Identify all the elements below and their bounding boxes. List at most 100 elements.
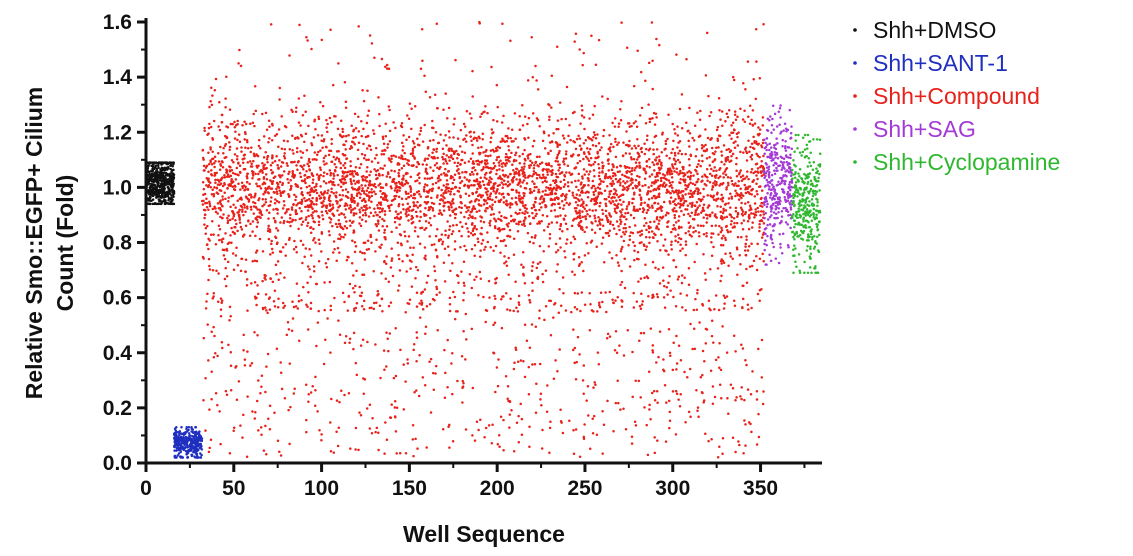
data-point [594, 209, 598, 212]
data-point [372, 301, 376, 305]
data-point [521, 201, 524, 205]
data-point [245, 205, 249, 208]
data-point [565, 242, 568, 245]
data-point [411, 149, 415, 153]
data-point [745, 175, 749, 178]
data-point [433, 243, 436, 246]
data-point [531, 363, 534, 366]
data-point [655, 162, 659, 166]
data-point [351, 239, 354, 242]
data-point [672, 295, 675, 299]
data-point [721, 325, 724, 328]
data-point [215, 171, 218, 175]
data-point [612, 429, 615, 433]
data-point [449, 269, 452, 273]
data-point [667, 212, 670, 215]
data-point [214, 351, 217, 355]
data-point [179, 442, 182, 446]
data-point [233, 188, 237, 192]
data-point [492, 323, 495, 327]
data-point [489, 180, 492, 184]
data-point [601, 208, 604, 212]
data-point [762, 213, 766, 216]
data-point [485, 309, 489, 312]
data-point [697, 212, 700, 216]
data-point [198, 443, 201, 447]
data-point [151, 202, 155, 206]
data-point [328, 169, 332, 172]
data-point [492, 118, 495, 122]
data-point [630, 442, 634, 445]
data-point [502, 196, 506, 199]
data-point [734, 140, 737, 143]
data-point [604, 172, 608, 176]
data-point [553, 202, 556, 206]
data-point [732, 141, 735, 144]
data-point [692, 139, 696, 142]
data-point [488, 176, 492, 179]
data-point [649, 417, 652, 421]
data-point [309, 301, 313, 305]
data-point [322, 204, 325, 207]
data-point [276, 229, 280, 232]
data-point [502, 139, 505, 142]
data-point [498, 183, 501, 187]
data-point [435, 196, 439, 199]
data-point [711, 385, 715, 388]
data-point [287, 408, 290, 412]
data-point [352, 213, 356, 217]
data-point [405, 214, 408, 218]
data-point [397, 284, 401, 287]
data-point [253, 195, 256, 199]
data-point [584, 138, 588, 142]
data-point [377, 431, 380, 435]
data-point [212, 292, 216, 295]
data-point [524, 187, 528, 190]
data-point [314, 188, 318, 192]
data-point [622, 227, 625, 230]
data-point [670, 170, 673, 173]
data-point [465, 134, 468, 137]
data-point [216, 183, 220, 186]
data-point [745, 159, 749, 162]
data-point [538, 317, 541, 320]
data-point [518, 211, 521, 215]
data-point [349, 447, 352, 450]
data-point [650, 391, 654, 395]
data-point [622, 230, 625, 234]
data-point [162, 173, 165, 177]
data-point [385, 438, 389, 442]
data-point [609, 222, 612, 226]
data-point [655, 37, 658, 41]
data-point [452, 290, 455, 294]
data-point [223, 191, 226, 194]
data-point [429, 166, 432, 169]
data-point [671, 163, 674, 166]
data-point [712, 182, 715, 185]
data-point [300, 298, 303, 302]
data-point [550, 209, 553, 213]
data-point [331, 224, 334, 228]
data-point [207, 126, 211, 130]
data-point [451, 199, 454, 203]
data-point [423, 383, 427, 387]
data-point [538, 362, 542, 366]
data-point [344, 188, 348, 191]
data-point [693, 183, 697, 187]
data-point [265, 177, 269, 181]
data-point [282, 200, 286, 203]
data-point [522, 167, 525, 171]
data-point [324, 154, 327, 158]
data-point [591, 431, 595, 435]
data-point [263, 203, 266, 206]
data-point [698, 234, 701, 238]
data-point [441, 242, 444, 246]
data-point [486, 231, 489, 234]
data-point [406, 202, 410, 205]
data-point [606, 220, 610, 224]
data-point [225, 168, 228, 171]
data-point [309, 254, 313, 257]
data-point [241, 436, 244, 439]
data-point [731, 131, 735, 134]
data-point [494, 277, 497, 281]
